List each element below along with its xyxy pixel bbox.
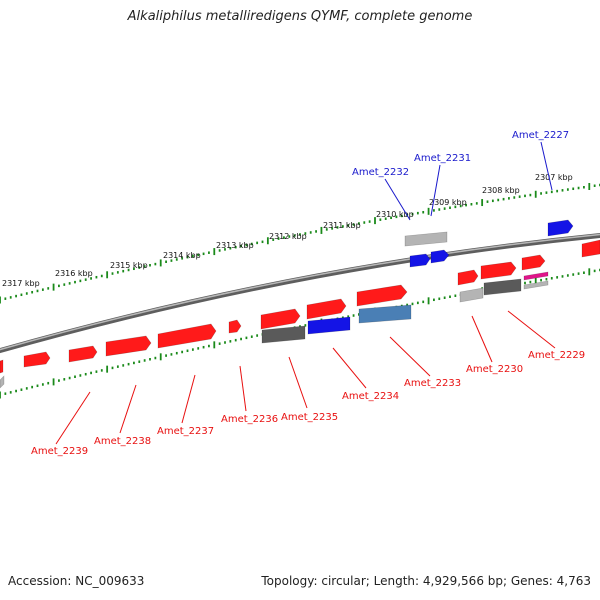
scale-label: 2309 kbp [429,198,467,207]
gene-feature [521,254,546,271]
gene-feature [157,323,217,349]
gene-feature [409,253,431,268]
gene-feature [523,280,549,290]
label-leader-line [384,178,411,221]
gene-feature [404,231,448,247]
label-leader-line [332,347,367,389]
scale-label: 2307 kbp [535,173,573,182]
label-leaders [55,141,556,445]
gene-feature [260,308,301,330]
label-leader-line [181,374,196,424]
label-leader-line [430,164,441,217]
gene-feature [358,304,412,324]
gene-label: Amet_2230 [466,364,523,375]
gene-feature [547,219,574,237]
outer-tick-track [0,182,600,304]
label-leader-line [119,384,137,434]
gene-features [0,219,600,389]
gene-label: Amet_2231 [414,153,471,164]
gene-feature [430,249,450,264]
scale-label: 2310 kbp [376,210,414,219]
label-leader-line [540,141,553,191]
gene-label: Amet_2237 [157,426,214,437]
scale-label: 2308 kbp [482,186,520,195]
gene-feature [0,375,5,389]
gene-labels: Amet_2227 Amet_2231 Amet_2232 Amet_2229 Amet… [31,130,585,457]
scale-labels: 2317 kbp 2316 kbp 2315 kbp 2314 kbp 2313 kbp… [2,173,573,288]
gene-feature [0,359,4,374]
gene-label: Amet_2239 [31,446,88,457]
scale-label: 2312 kbp [269,232,307,241]
gene-feature [459,287,484,303]
gene-feature [261,325,306,344]
label-leader-line [239,365,247,412]
label-leader-line [389,336,431,377]
label-leader-line [507,310,556,349]
scale-label: 2314 kbp [163,251,201,260]
gene-feature [356,284,408,307]
scale-label: 2317 kbp [2,279,40,288]
gene-feature [306,298,347,320]
scale-label: 2315 kbp [110,261,148,270]
gene-label: Amet_2235 [281,412,338,423]
gene-label: Amet_2227 [512,130,569,141]
gene-label: Amet_2238 [94,436,151,447]
gene-feature [483,278,522,296]
gene-feature [307,316,351,335]
gene-feature [523,271,549,281]
inner-tick-track [0,268,600,399]
map-title: Alkaliphilus metalliredigens QYMF, compl… [127,9,473,24]
gene-feature [457,269,479,286]
accession-text: Accession: NC_009633 [8,574,145,588]
genome-summary: Topology: circular; Length: 4,929,566 bp… [261,574,591,588]
gene-label: Amet_2234 [342,391,399,402]
label-leader-line [55,391,91,445]
scale-label: 2311 kbp [323,221,361,230]
scale-label: 2313 kbp [216,241,254,250]
gene-label: Amet_2233 [404,378,461,389]
gene-feature [23,351,51,368]
genome-backbone-highlight [0,233,600,351]
label-leader-line [471,315,493,363]
label-leader-line [288,356,308,409]
gene-feature [581,239,600,258]
gene-label: Amet_2236 [221,414,278,425]
scale-label: 2316 kbp [55,269,93,278]
genome-backbone [0,232,600,354]
gene-label: Amet_2232 [352,167,409,178]
gene-feature [105,335,152,357]
gene-label: Amet_2229 [528,350,585,361]
gene-feature [68,345,98,363]
gene-feature [480,261,517,280]
gene-feature [228,319,242,334]
